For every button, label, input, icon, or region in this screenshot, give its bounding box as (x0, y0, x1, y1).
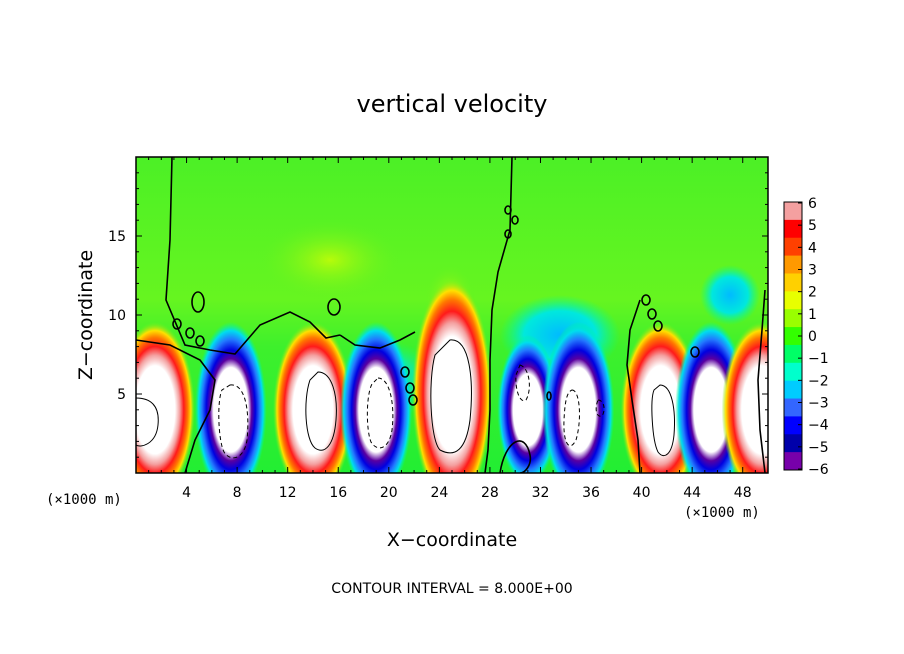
x-axis-unit: (×1000 m) (684, 505, 760, 521)
zero-contour (511, 215, 519, 225)
y-axis-label: Z−coordinate (75, 250, 97, 380)
x-tick-label: 16 (329, 485, 347, 501)
zero-contour (165, 157, 341, 355)
zero-contour (626, 299, 641, 473)
positive-contour (136, 397, 159, 447)
colorbar-swatch (784, 309, 802, 328)
x-tick-label: 36 (582, 485, 600, 501)
colorbar-tick-label: 4 (808, 240, 817, 256)
colorbar-tick-label: −1 (808, 351, 829, 367)
zero-contour (546, 391, 552, 401)
colorbar-swatch (784, 434, 802, 453)
colorbar: 6 5 4 3 2 1 0 −1 −2 −3 −4 −5 −6 (783, 196, 829, 478)
zero-contour (400, 366, 410, 378)
colorbar-swatch (784, 398, 802, 417)
negative-contour (515, 364, 530, 402)
downdraft-cell (340, 321, 413, 473)
zero-contour (653, 320, 663, 332)
zero-contour (647, 308, 657, 320)
updraft-cell (136, 321, 195, 473)
zero-contour (405, 382, 415, 394)
x-tick-label: 4 (182, 485, 191, 501)
negative-contour (595, 399, 605, 417)
weak-downdraft-region (700, 265, 760, 325)
negative-contour (563, 389, 580, 447)
x-tick-label: 48 (734, 485, 752, 501)
chart-title: vertical velocity (357, 90, 548, 118)
positive-contour (651, 384, 675, 457)
zero-contour (327, 298, 341, 316)
contour-lines (136, 157, 766, 473)
colorbar-tick-label: −4 (808, 418, 829, 434)
downdraft-cell (542, 321, 615, 473)
x-tick-label: 20 (380, 485, 398, 501)
x-tick-label: 12 (279, 485, 297, 501)
x-axis-label: X−coordinate (387, 529, 517, 551)
colorbar-swatch (784, 291, 802, 310)
negative-contour (218, 384, 249, 459)
colorbar-tick-label: −2 (808, 373, 829, 389)
updraft-cell (412, 279, 492, 473)
x-tick-label: 28 (481, 485, 499, 501)
colorbar-swatch (784, 237, 802, 257)
y-axis-unit: (×1000 m) (46, 492, 122, 508)
zero-contour (136, 339, 216, 473)
y-tick-label: 10 (108, 308, 126, 324)
zero-contour (339, 331, 416, 349)
x-axis: 4 8 12 16 20 24 28 32 36 40 44 48 (148, 157, 756, 501)
zero-contour (408, 394, 418, 406)
colorbar-tick-label: −5 (808, 440, 829, 456)
colorbar-tick-label: −6 (808, 462, 829, 478)
updraft-cell (272, 321, 353, 473)
colorbar-tick-label: 2 (808, 285, 817, 301)
x-tick-label: 8 (233, 485, 242, 501)
colorbar-tick-label: 1 (808, 307, 817, 323)
zero-contour (757, 289, 766, 473)
colorbar-swatch (784, 416, 802, 435)
x-tick-label: 40 (633, 485, 651, 501)
y-tick-label: 15 (108, 229, 126, 245)
zero-contour (172, 318, 182, 330)
zero-contour (195, 335, 205, 347)
y-axis: 5 10 15 (108, 172, 768, 458)
weak-updraft-region (260, 220, 400, 300)
colorbar-swatch (784, 362, 802, 382)
x-tick-label: 24 (430, 485, 448, 501)
zero-contour (191, 291, 205, 313)
y-tick-label: 5 (117, 387, 126, 403)
x-tick-label: 32 (532, 485, 550, 501)
velocity-cells (136, 279, 768, 473)
positive-contour (305, 371, 337, 451)
contour-interval-note: CONTOUR INTERVAL = 8.000E+00 (331, 581, 572, 597)
negative-contour (366, 377, 394, 449)
colorbar-tick-label: 3 (808, 263, 817, 279)
colorbar-swatch (784, 380, 802, 400)
colorbar-swatch (784, 327, 802, 346)
colorbar-swatch (784, 219, 802, 239)
zero-contour (641, 294, 651, 306)
plot-area (136, 157, 768, 473)
updraft-cell (721, 321, 768, 473)
colorbar-swatch (784, 273, 802, 292)
x-tick-label: 44 (683, 485, 701, 501)
colorbar-swatch (784, 202, 802, 221)
colorbar-tick-label: 0 (808, 329, 817, 345)
zero-contour (504, 229, 512, 239)
colorbar-tick-label: 6 (808, 196, 817, 212)
zero-contour (504, 205, 512, 215)
colorbar-swatch (784, 255, 802, 274)
colorbar-tick-label: −3 (808, 396, 829, 412)
positive-contour (430, 339, 472, 454)
zero-contour (499, 440, 532, 473)
colorbar-swatch (784, 344, 802, 364)
colorbar-swatch (784, 452, 802, 471)
colorbar-tick-label: 5 (808, 218, 817, 234)
zero-contour (690, 346, 700, 358)
downdraft-cell (497, 335, 559, 473)
zero-contour (484, 157, 513, 473)
zero-contour (185, 327, 195, 339)
downdraft-cell (194, 321, 267, 473)
